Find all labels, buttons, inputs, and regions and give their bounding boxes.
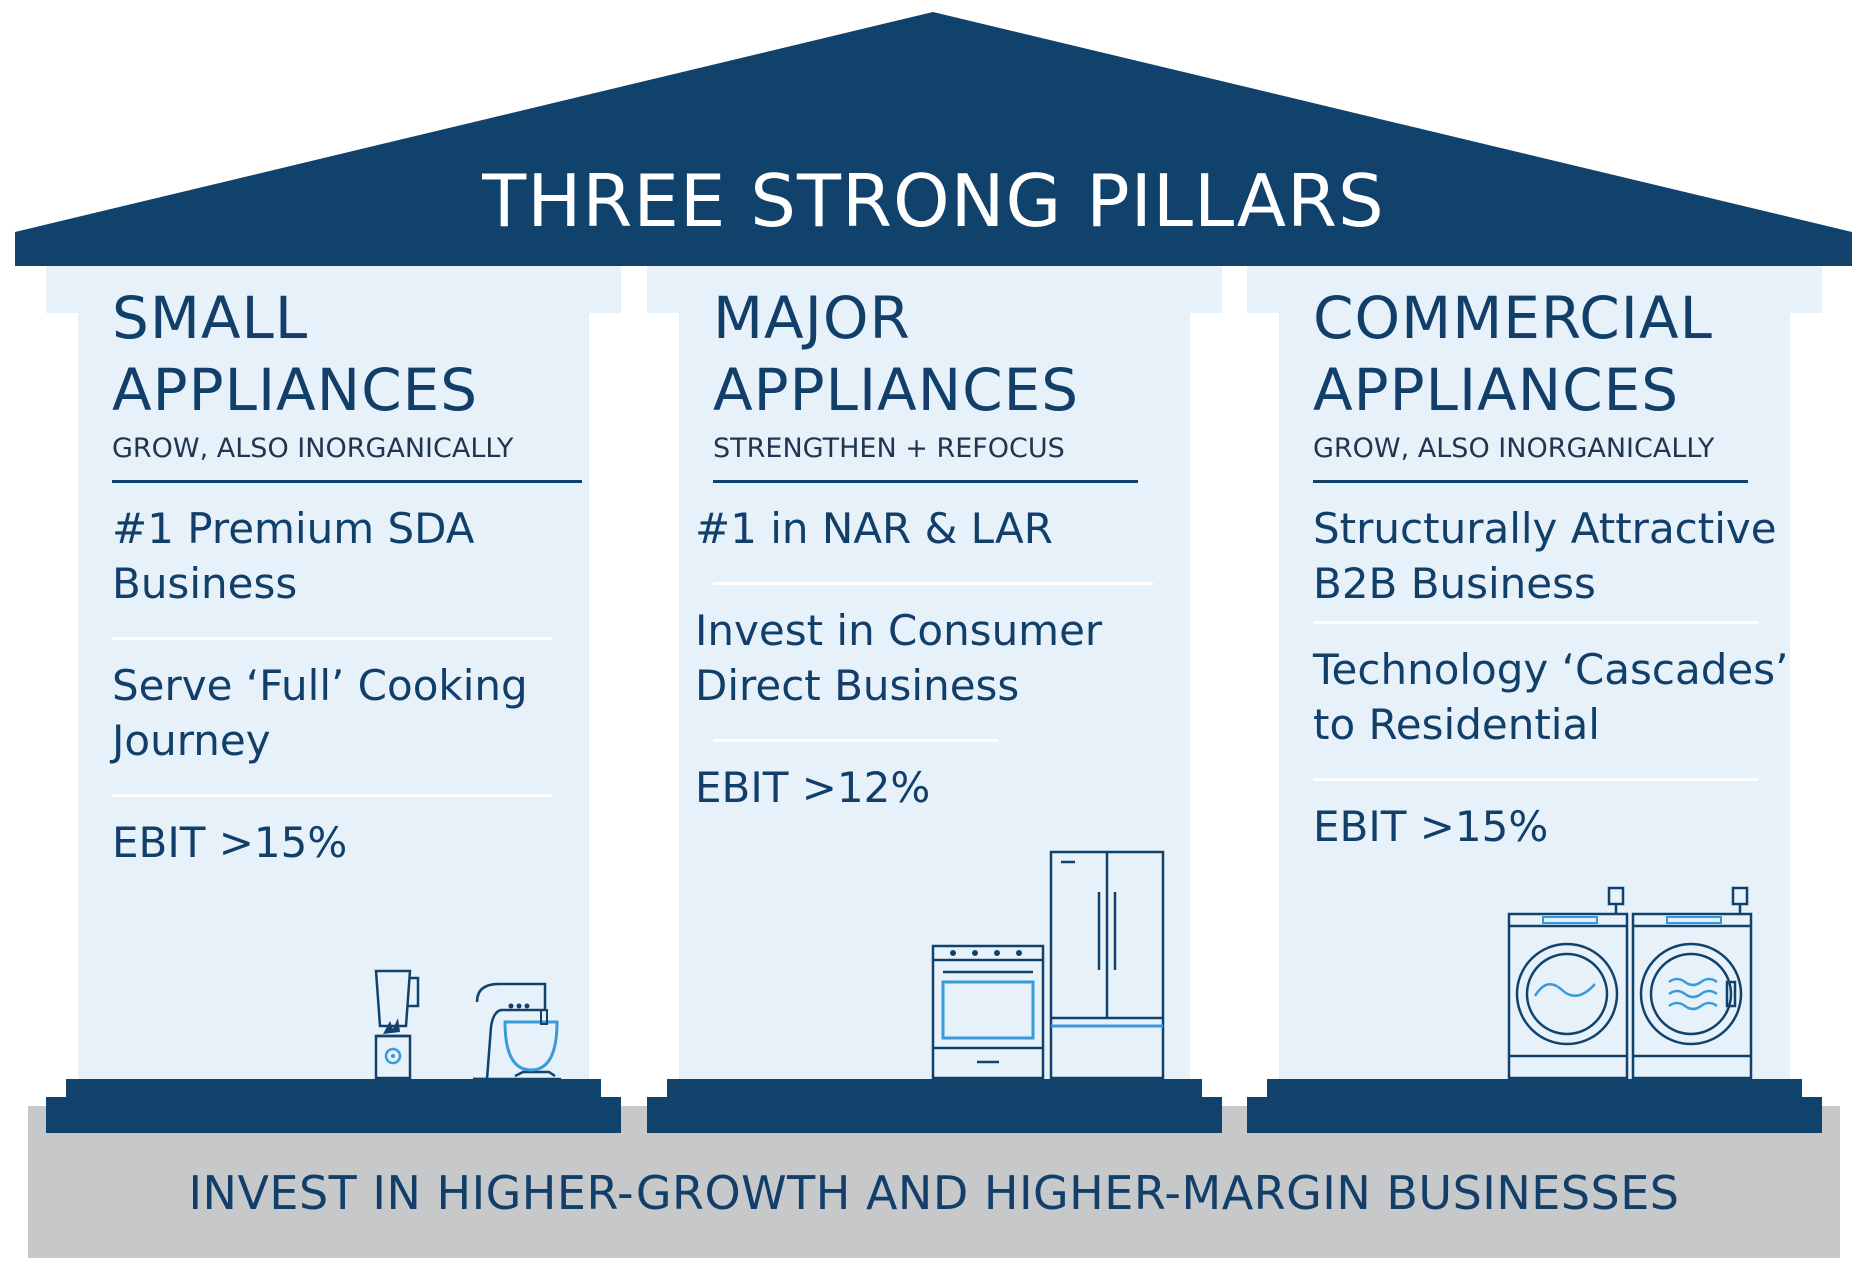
pillar-shaft: [78, 306, 589, 1096]
pillar-plinth-top: [667, 1079, 1202, 1101]
roof-pediment: [15, 12, 1852, 266]
blender-icon: [374, 969, 420, 1080]
pillar-plinth-top: [66, 1079, 601, 1101]
range-oven-icon: [931, 944, 1045, 1080]
pillar-title: APPLIANCES: [112, 356, 479, 424]
stand-mixer-icon: [473, 982, 561, 1081]
subtitle-divider: [713, 480, 1138, 483]
subtitle-divider: [112, 480, 582, 483]
pillar-capital: [46, 266, 621, 313]
pillar-plinth-top: [1267, 1079, 1802, 1101]
pillar-point: EBIT >15%: [1313, 802, 1549, 851]
pillar-shaft: [679, 306, 1190, 1096]
pillar-point: Invest in Consumer Direct Business: [695, 606, 1103, 710]
pillar-title: APPLIANCES: [713, 356, 1080, 424]
point-divider: [1313, 778, 1758, 781]
pillar-subtitle: GROW, ALSO INORGANICALLY: [1313, 433, 1715, 464]
point-divider: [713, 739, 998, 742]
pillar-point: Serve ‘Full’ Cooking Journey: [112, 661, 528, 765]
pillar-point: Technology ‘Cascades’ to Residential: [1313, 645, 1789, 749]
pillar-major-appliances: MAJOR APPLIANCES STRENGTHEN + REFOCUS #1…: [647, 266, 1222, 1133]
pillar-subtitle: STRENGTHEN + REFOCUS: [713, 433, 1065, 464]
pillar-capital: [1247, 266, 1822, 313]
pillar-capital: [647, 266, 1222, 313]
point-divider: [112, 637, 552, 640]
pillar-plinth: [647, 1097, 1222, 1133]
pillar-title: SMALL: [112, 284, 309, 352]
washer-icon: [1507, 886, 1629, 1080]
pillar-subtitle: GROW, ALSO INORGANICALLY: [112, 433, 514, 464]
point-divider: [112, 794, 552, 797]
pillar-title: COMMERCIAL: [1313, 284, 1713, 352]
pillar-point: #1 in NAR & LAR: [695, 504, 1053, 553]
pillar-title: APPLIANCES: [1313, 356, 1680, 424]
pillar-title: MAJOR: [713, 284, 911, 352]
pillar-small-appliances: SMALL APPLIANCES GROW, ALSO INORGANICALL…: [46, 266, 621, 1133]
pillar-plinth: [46, 1097, 621, 1133]
pillar-shaft: [1279, 306, 1790, 1096]
page-title: THREE STRONG PILLARS: [482, 159, 1385, 243]
point-divider: [1313, 621, 1758, 624]
point-divider: [713, 582, 1153, 585]
refrigerator-icon: [1049, 850, 1165, 1080]
pillar-plinth: [1247, 1097, 1822, 1133]
pillar-commercial-appliances: COMMERCIAL APPLIANCES GROW, ALSO INORGAN…: [1247, 266, 1822, 1133]
pillar-point: #1 Premium SDA Business: [112, 504, 475, 608]
pillar-point: EBIT >15%: [112, 818, 348, 867]
pillar-point: Structurally Attractive B2B Business: [1313, 504, 1777, 608]
foundation-text: INVEST IN HIGHER-GROWTH AND HIGHER-MARGI…: [188, 1166, 1680, 1220]
dryer-icon: [1631, 886, 1753, 1080]
pillar-point: EBIT >12%: [695, 763, 931, 812]
subtitle-divider: [1313, 480, 1748, 483]
